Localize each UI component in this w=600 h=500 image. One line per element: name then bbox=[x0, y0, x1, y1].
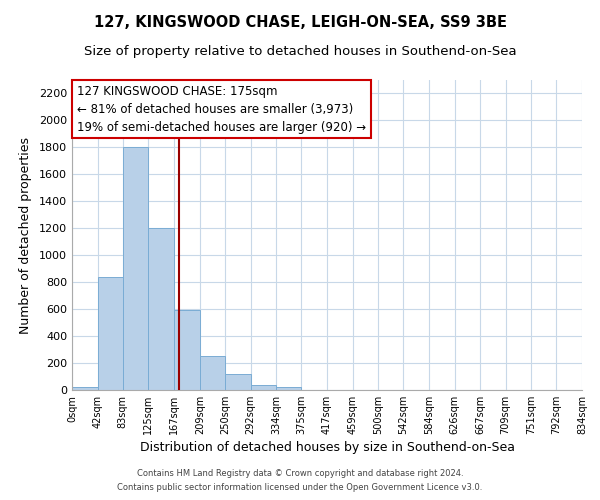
Bar bbox=[251, 384, 276, 390]
Bar bbox=[148, 228, 174, 390]
X-axis label: Distribution of detached houses by size in Southend-on-Sea: Distribution of detached houses by size … bbox=[139, 441, 515, 454]
Y-axis label: Number of detached properties: Number of detached properties bbox=[19, 136, 32, 334]
Bar bbox=[200, 356, 225, 390]
Bar bbox=[225, 374, 251, 390]
Bar bbox=[276, 388, 301, 390]
Text: Contains public sector information licensed under the Open Government Licence v3: Contains public sector information licen… bbox=[118, 484, 482, 492]
Text: 127 KINGSWOOD CHASE: 175sqm
← 81% of detached houses are smaller (3,973)
19% of : 127 KINGSWOOD CHASE: 175sqm ← 81% of det… bbox=[77, 84, 366, 134]
Text: Contains HM Land Registry data © Crown copyright and database right 2024.: Contains HM Land Registry data © Crown c… bbox=[137, 468, 463, 477]
Text: 127, KINGSWOOD CHASE, LEIGH-ON-SEA, SS9 3BE: 127, KINGSWOOD CHASE, LEIGH-ON-SEA, SS9 … bbox=[94, 15, 506, 30]
Bar bbox=[123, 148, 148, 390]
Bar bbox=[98, 277, 123, 390]
Bar bbox=[72, 386, 98, 390]
Text: Size of property relative to detached houses in Southend-on-Sea: Size of property relative to detached ho… bbox=[83, 45, 517, 58]
Bar bbox=[174, 310, 200, 390]
